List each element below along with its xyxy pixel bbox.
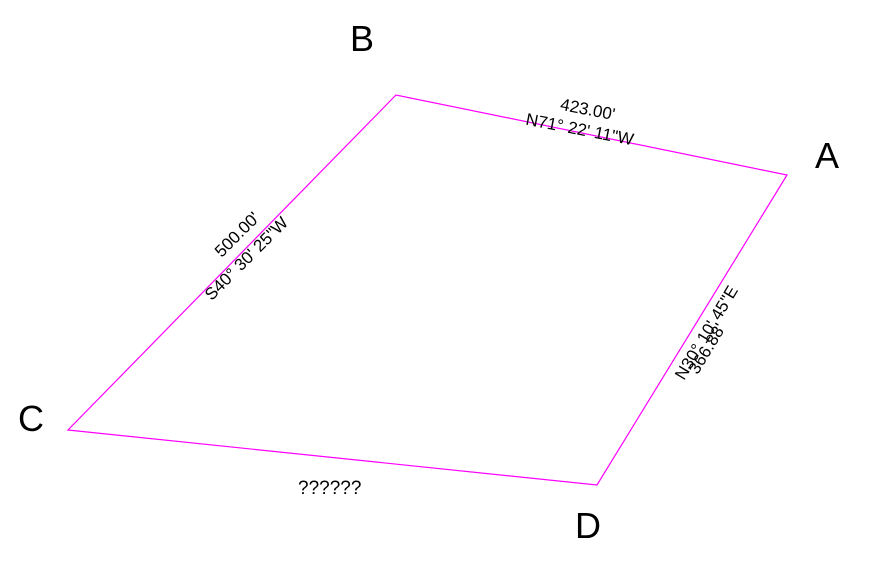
vertex-d-label: D xyxy=(575,505,601,547)
vertex-a-label: A xyxy=(815,135,839,177)
vertex-c-label: C xyxy=(18,398,44,440)
survey-polygon xyxy=(0,0,878,581)
vertex-b-label: B xyxy=(350,18,374,60)
edge-cd-bearing: ?????? xyxy=(298,478,361,500)
parcel-outline xyxy=(68,95,787,485)
